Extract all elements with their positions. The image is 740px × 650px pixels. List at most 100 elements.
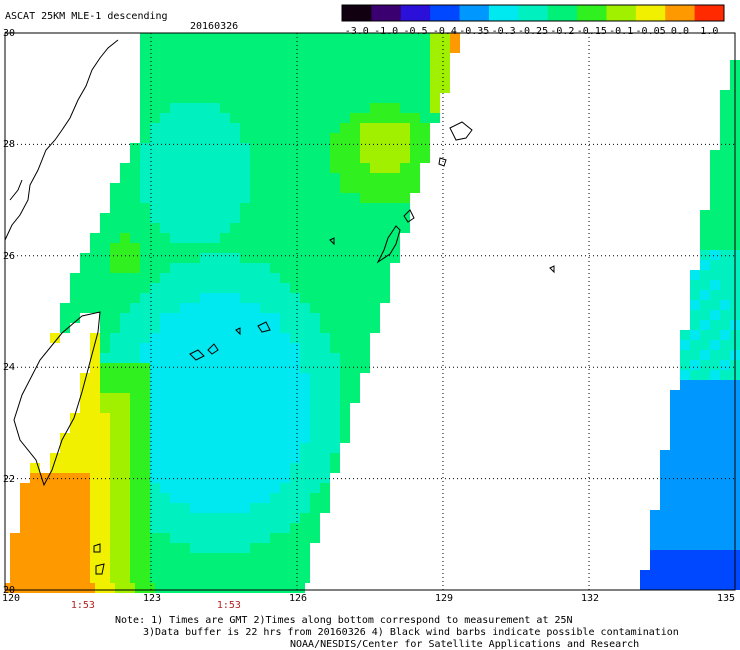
swath-cell — [180, 53, 190, 63]
swath-cell — [240, 553, 250, 563]
swath-cell — [650, 530, 660, 540]
swath-cell — [290, 83, 300, 93]
swath-cell — [240, 113, 250, 123]
swath-cell — [230, 313, 240, 323]
swath-cell — [230, 183, 240, 193]
swath-cell — [140, 73, 150, 83]
swath-cell — [400, 123, 410, 133]
swath-cell — [150, 223, 160, 233]
swath-cell — [690, 530, 700, 540]
swath-cell — [720, 170, 730, 180]
swath-cell — [330, 463, 340, 473]
swath-cell — [150, 263, 160, 273]
swath-cell — [390, 213, 400, 223]
swath-cell — [200, 203, 210, 213]
swath-cell — [700, 560, 710, 570]
swath-cell — [310, 443, 320, 453]
swath-cell — [240, 353, 250, 363]
swath-cell — [30, 463, 40, 473]
swath-cell — [250, 353, 260, 363]
swath-cell — [640, 570, 650, 580]
swath-cell — [260, 173, 270, 183]
swath-cell — [400, 33, 410, 43]
swath-cell — [250, 473, 260, 483]
swath-cell — [30, 483, 40, 493]
swath-cell — [710, 240, 720, 250]
swath-cell — [70, 473, 80, 483]
swath-cell — [70, 433, 80, 443]
swath-cell — [700, 510, 710, 520]
swath-cell — [240, 313, 250, 323]
swath-cell — [720, 250, 730, 260]
swath-cell — [280, 73, 290, 83]
swath-cell — [110, 453, 120, 463]
swath-cell — [680, 340, 690, 350]
swath-cell — [420, 53, 430, 63]
swath-cell — [380, 83, 390, 93]
swath-cell — [240, 83, 250, 93]
swath-cell — [70, 283, 80, 293]
swath-cell — [280, 103, 290, 113]
swath-cell — [180, 163, 190, 173]
swath-cell — [350, 273, 360, 283]
swath-cell — [200, 33, 210, 43]
swath-cell — [360, 273, 370, 283]
swath-cell — [220, 213, 230, 223]
swath-cell — [690, 540, 700, 550]
swath-cell — [190, 193, 200, 203]
swath-cell — [310, 323, 320, 333]
swath-cell — [350, 183, 360, 193]
swath-cell — [430, 63, 440, 73]
swath-cell — [140, 133, 150, 143]
swath-cell — [90, 263, 100, 273]
swath-cell — [10, 563, 20, 573]
swath-cell — [60, 463, 70, 473]
swath-cell — [270, 363, 280, 373]
swath-cell — [670, 460, 680, 470]
swath-cell — [180, 313, 190, 323]
swath-cell — [70, 423, 80, 433]
swath-cell — [260, 213, 270, 223]
swath-cell — [380, 223, 390, 233]
longitude-label: 135 — [717, 593, 736, 604]
swath-cell — [720, 140, 730, 150]
swath-cell — [60, 543, 70, 553]
swath-cell — [120, 393, 130, 403]
swath-cell — [220, 503, 230, 513]
swath-cell — [340, 43, 350, 53]
swath-cell — [250, 323, 260, 333]
swath-cell — [130, 443, 140, 453]
swath-cell — [320, 73, 330, 83]
swath-cell — [170, 553, 180, 563]
swath-cell — [380, 153, 390, 163]
swath-cell — [140, 503, 150, 513]
swath-cell — [160, 293, 170, 303]
swath-cell — [260, 423, 270, 433]
swath-cell — [130, 483, 140, 493]
swath-cell — [200, 553, 210, 563]
swath-cell — [140, 43, 150, 53]
swath-cell — [720, 290, 730, 300]
swath-cell — [340, 73, 350, 83]
swath-cell — [50, 543, 60, 553]
swath-cell — [90, 303, 100, 313]
swath-cell — [190, 323, 200, 333]
swath-cell — [240, 413, 250, 423]
swath-cell — [70, 313, 80, 323]
swath-cell — [320, 413, 330, 423]
swath-cell — [680, 350, 690, 360]
swath-cell — [420, 143, 430, 153]
swath-cell — [290, 63, 300, 73]
swath-cell — [220, 183, 230, 193]
swath-cell — [120, 383, 130, 393]
swath-cell — [700, 410, 710, 420]
swath-cell — [290, 503, 300, 513]
swath-cell — [160, 93, 170, 103]
swath-cell — [290, 253, 300, 263]
swath-cell — [300, 63, 310, 73]
product-title: ASCAT 25KM MLE-1 descending — [5, 11, 168, 22]
swath-cell — [190, 33, 200, 43]
swath-cell — [230, 43, 240, 53]
swath-cell — [690, 350, 700, 360]
swath-cell — [160, 373, 170, 383]
